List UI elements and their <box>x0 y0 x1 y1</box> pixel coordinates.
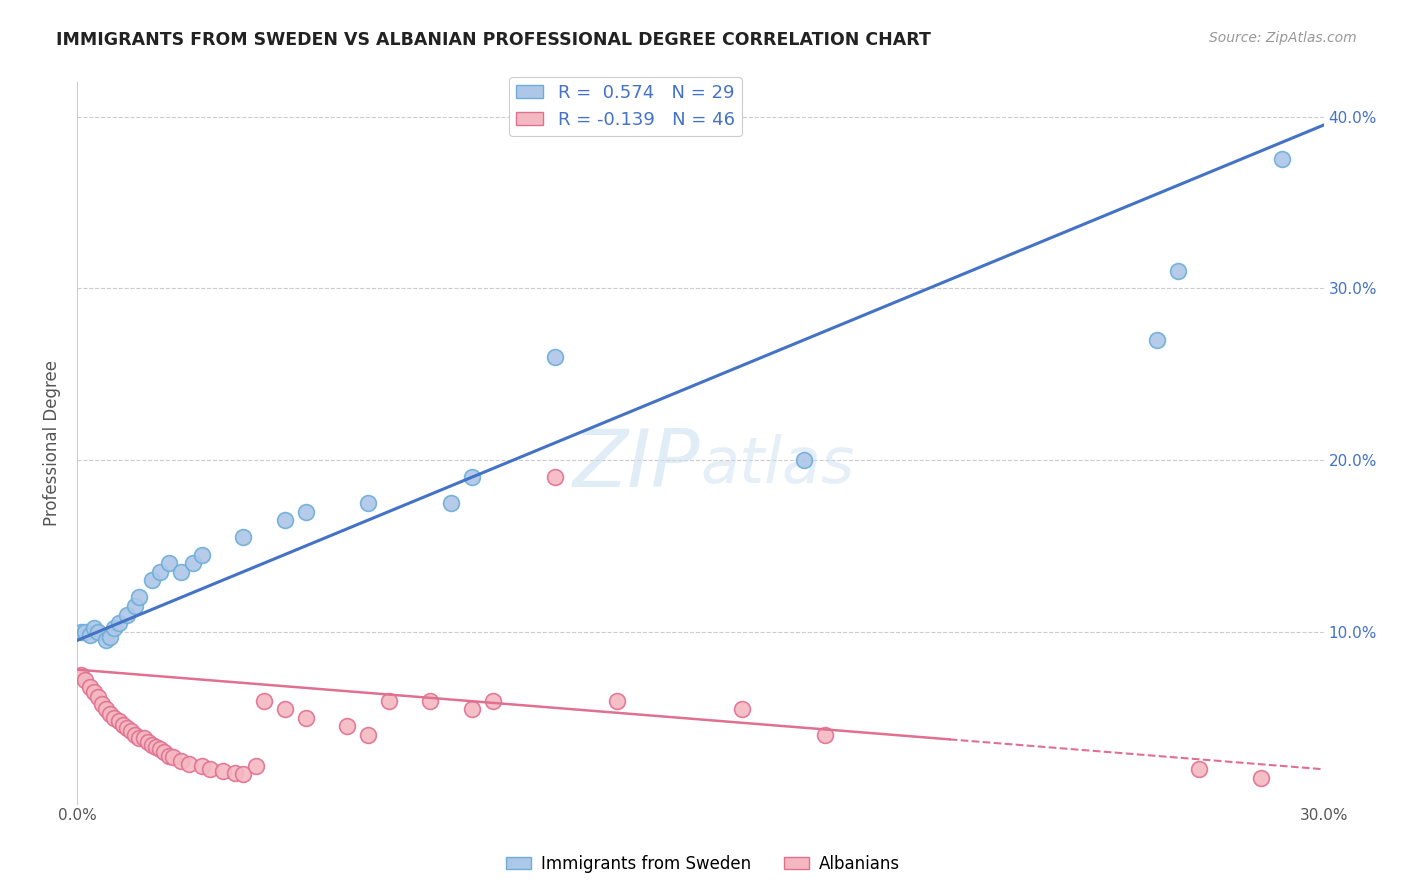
Point <box>124 599 146 613</box>
Legend: Immigrants from Sweden, Albanians: Immigrants from Sweden, Albanians <box>499 848 907 880</box>
Point <box>157 748 180 763</box>
Point <box>1250 771 1272 785</box>
Point <box>83 685 105 699</box>
Point <box>83 621 105 635</box>
Point <box>98 707 121 722</box>
Point <box>96 702 118 716</box>
Point <box>153 745 176 759</box>
Point <box>170 565 193 579</box>
Point <box>461 470 484 484</box>
Point <box>136 735 159 749</box>
Point <box>544 470 567 484</box>
Point <box>103 621 125 635</box>
Point <box>814 728 837 742</box>
Point <box>107 714 129 728</box>
Text: ZIP: ZIP <box>574 425 700 503</box>
Point <box>124 728 146 742</box>
Point <box>87 690 110 705</box>
Point <box>79 628 101 642</box>
Point <box>128 731 150 746</box>
Point <box>149 741 172 756</box>
Point <box>103 711 125 725</box>
Point <box>245 759 267 773</box>
Point <box>183 556 205 570</box>
Point <box>357 728 380 742</box>
Point <box>120 724 142 739</box>
Point <box>274 513 297 527</box>
Point <box>793 453 815 467</box>
Point <box>141 738 163 752</box>
Point <box>149 565 172 579</box>
Point <box>75 673 97 687</box>
Point <box>115 607 138 622</box>
Point <box>440 496 463 510</box>
Text: IMMIGRANTS FROM SWEDEN VS ALBANIAN PROFESSIONAL DEGREE CORRELATION CHART: IMMIGRANTS FROM SWEDEN VS ALBANIAN PROFE… <box>56 31 931 49</box>
Point <box>145 739 167 754</box>
Point <box>1167 264 1189 278</box>
Legend: R =  0.574   N = 29, R = -0.139   N = 46: R = 0.574 N = 29, R = -0.139 N = 46 <box>509 77 742 136</box>
Point <box>419 693 441 707</box>
Text: atlas: atlas <box>700 434 855 496</box>
Point <box>481 693 503 707</box>
Point <box>107 616 129 631</box>
Text: Source: ZipAtlas.com: Source: ZipAtlas.com <box>1209 31 1357 45</box>
Point <box>79 680 101 694</box>
Point <box>75 624 97 639</box>
Point <box>157 556 180 570</box>
Point <box>70 667 93 681</box>
Point <box>232 530 254 544</box>
Point <box>141 574 163 588</box>
Point <box>544 350 567 364</box>
Point <box>170 754 193 768</box>
Point <box>98 630 121 644</box>
Point <box>1271 153 1294 167</box>
Point <box>190 759 212 773</box>
Point <box>232 767 254 781</box>
Point <box>211 764 233 778</box>
Point <box>606 693 628 707</box>
Y-axis label: Professional Degree: Professional Degree <box>44 359 60 526</box>
Point <box>377 693 399 707</box>
Point <box>253 693 276 707</box>
Point <box>162 750 184 764</box>
Point <box>91 697 114 711</box>
Point <box>179 757 201 772</box>
Point <box>357 496 380 510</box>
Point <box>274 702 297 716</box>
Point <box>87 624 110 639</box>
Point <box>336 719 359 733</box>
Point <box>115 721 138 735</box>
Point <box>461 702 484 716</box>
Point <box>294 711 316 725</box>
Point <box>96 633 118 648</box>
Point <box>70 624 93 639</box>
Point <box>294 505 316 519</box>
Point <box>731 702 754 716</box>
Point <box>1146 333 1168 347</box>
Point <box>190 548 212 562</box>
Point <box>198 762 221 776</box>
Point <box>111 717 134 731</box>
Point <box>128 591 150 605</box>
Point <box>132 731 155 746</box>
Point <box>224 765 246 780</box>
Point <box>1188 762 1211 776</box>
